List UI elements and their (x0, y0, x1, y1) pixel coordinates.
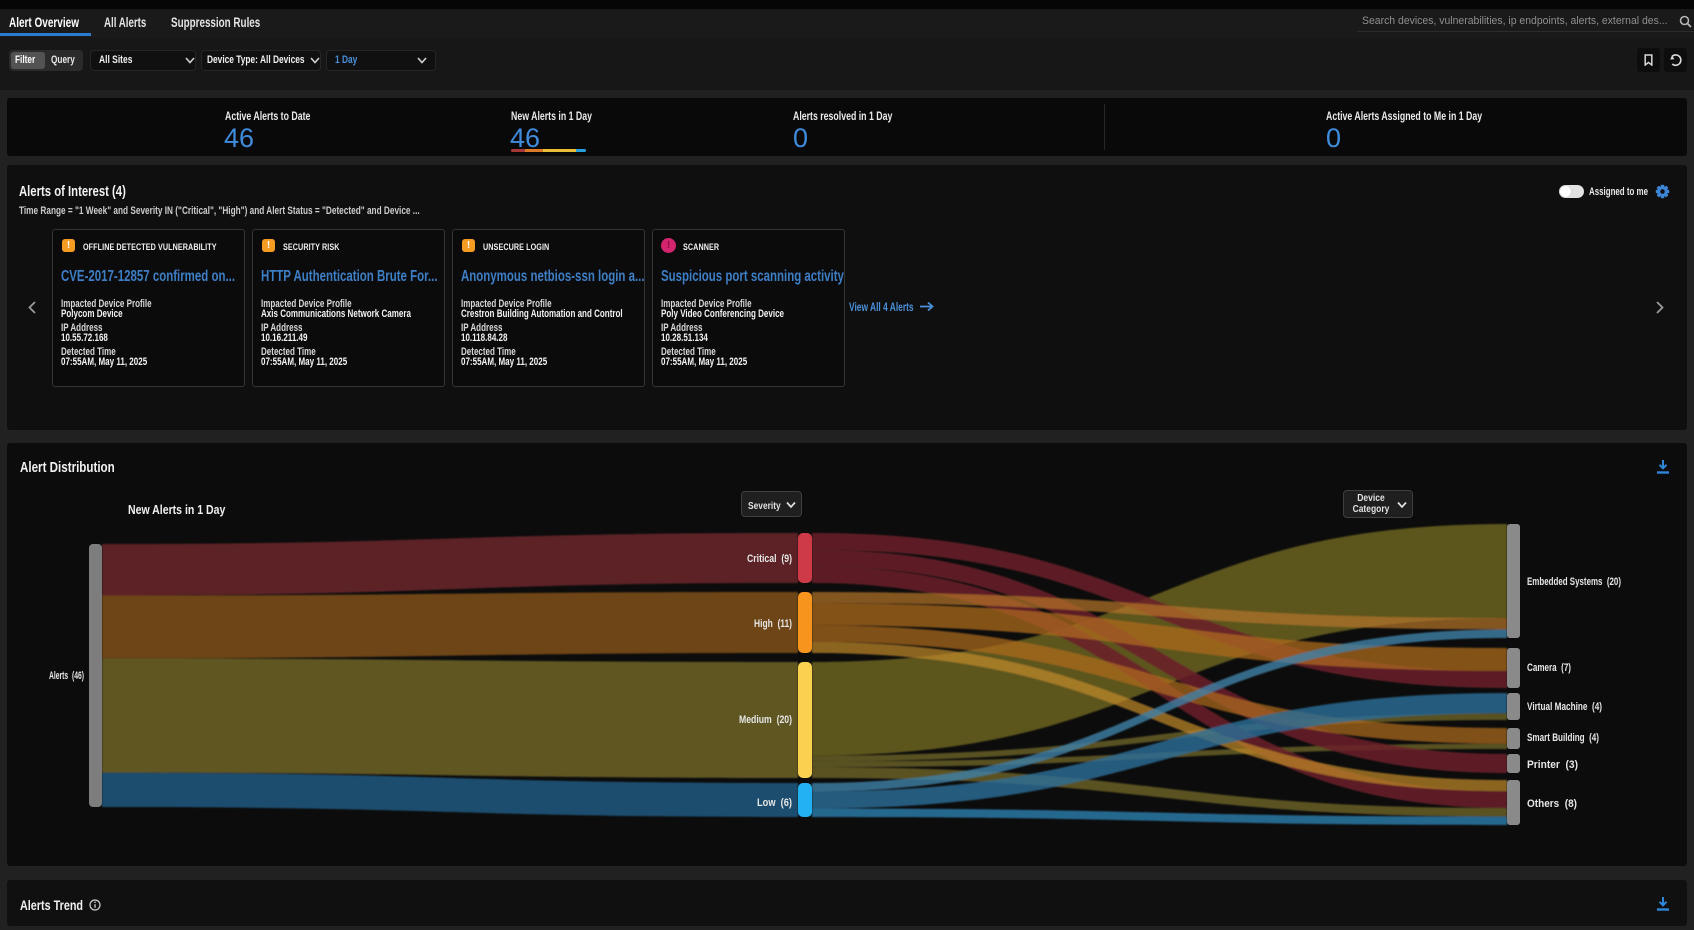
svg-text:Alerts (46): Alerts (46) (49, 670, 84, 682)
svg-text:Camera (7): Camera (7) (1527, 662, 1571, 674)
svg-text:Others (8): Others (8) (1527, 798, 1577, 810)
svg-text:Virtual Machine (4): Virtual Machine (4) (1527, 701, 1602, 713)
svg-text:Embedded Systems (20): Embedded Systems (20) (1527, 576, 1621, 588)
svg-text:Printer (3): Printer (3) (1527, 759, 1578, 771)
svg-text:Smart Building (4): Smart Building (4) (1527, 732, 1599, 744)
svg-text:Critical (9): Critical (9) (747, 553, 792, 565)
svg-text:Medium (20): Medium (20) (739, 714, 792, 726)
svg-text:Low (6): Low (6) (757, 797, 792, 809)
svg-text:High (11): High (11) (754, 618, 792, 630)
